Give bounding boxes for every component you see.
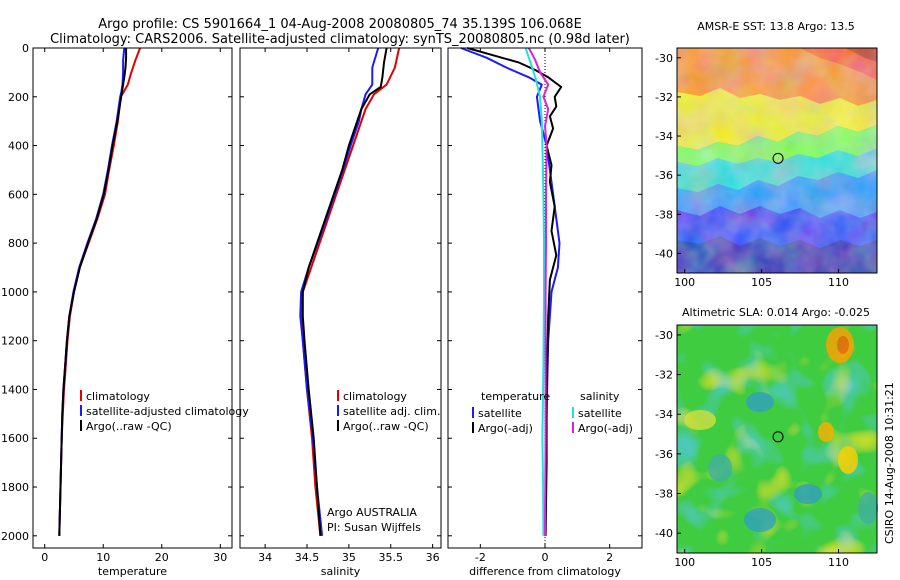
temperature-ytick-label: 800 <box>8 237 29 250</box>
sla-map-panel: Altimetric SLA: 0.014 Argo: -0.025 100 10… <box>655 306 878 569</box>
salinity-legend-label: satellite adj. clim. <box>343 405 440 418</box>
sla_map-xtick-label: 110 <box>828 556 849 569</box>
temperature-ytick-label: 200 <box>8 91 29 104</box>
sla_map-ytick-label: -32 <box>655 369 673 382</box>
salinity-plot-frame <box>239 47 442 549</box>
sst-map-panel: AMSR-E SST: 13.8 Argo: 13.5 100 105 110 -30… <box>655 20 878 289</box>
salinity-series-2 <box>301 47 388 536</box>
difference-legend-label: Argo(-adj) <box>478 422 533 435</box>
sst_map-ytick-label: -36 <box>655 169 673 182</box>
difference-legend-header-salinity: salinity <box>580 390 620 403</box>
temperature-plot-frame <box>32 47 233 549</box>
difference-xtick-label: 2 <box>606 551 613 564</box>
sla-map-image <box>677 325 877 553</box>
sla_map-ytick-label: -36 <box>655 448 673 461</box>
salinity-xtick-label: 35 <box>342 551 356 564</box>
sst_map-xtick-label: 110 <box>828 276 849 289</box>
difference-series-2 <box>524 47 545 536</box>
difference-xtick-label: -2 <box>475 551 486 564</box>
salinity-xlabel: salinity <box>321 565 361 578</box>
sst_map-ytick-label: -32 <box>655 91 673 104</box>
sst-map-title: AMSR-E SST: 13.8 Argo: 13.5 <box>697 20 855 33</box>
temperature-legend-label: Argo(..raw -QC) <box>86 420 172 433</box>
figure-title-line2: Climatology: CARS2006. Satellite-adjuste… <box>50 32 630 47</box>
sla_map-xtick-label: 105 <box>751 556 772 569</box>
temperature-series-0 <box>58 47 142 536</box>
temperature-ytick-label: 1600 <box>1 432 29 445</box>
figure-title-line1: Argo profile: CS 5901664_1 04-Aug-2008 2… <box>98 17 582 32</box>
sla_map-ytick-label: -38 <box>655 488 673 501</box>
difference-series-3 <box>527 47 550 536</box>
sla_map-xtick-label: 100 <box>674 556 695 569</box>
sla_map-ytick-label: -34 <box>655 408 673 421</box>
difference-legend-label: satellite <box>478 407 522 420</box>
salinity-legend-label: Argo(..raw -QC) <box>343 420 429 433</box>
temperature-series-1 <box>58 47 126 536</box>
salinity-xtick-label: 34.5 <box>295 551 320 564</box>
difference-xlabel: difference from climatology <box>469 565 621 578</box>
temperature-ytick-label: 600 <box>8 188 29 201</box>
temperature-legend-label: satellite-adjusted climatology <box>86 405 249 418</box>
salinity-xtick-label: 35.5 <box>379 551 404 564</box>
sst_map-ytick-label: -38 <box>655 208 673 221</box>
temperature-series-2 <box>58 48 128 536</box>
difference-legend-header-temperature: temperature <box>481 390 550 403</box>
sst_map-ytick-label: -40 <box>655 247 673 260</box>
difference-xtick-label: 0 <box>542 551 549 564</box>
sst_map-ytick-label: -30 <box>655 52 673 65</box>
sst_map-xtick-label: 105 <box>751 276 772 289</box>
temperature-ytick-label: 1000 <box>1 286 29 299</box>
salinity-xtick-label: 34 <box>258 551 272 564</box>
temperature-xtick-label: 30 <box>213 551 227 564</box>
salinity-series-1 <box>299 47 380 536</box>
salinity-xtick-label: 36 <box>426 551 440 564</box>
sst_map-xtick-label: 100 <box>674 276 695 289</box>
salinity-legend-label: climatology <box>343 390 407 403</box>
credit-line2: PI: Susan Wijffels <box>327 521 421 534</box>
temperature-xtick-label: 0 <box>41 551 48 564</box>
temperature-panel: 0 10 20 30 temperature 0 200 400 600 800 1000 1200 1… <box>1 42 249 578</box>
sla-map-features <box>684 327 878 532</box>
sst-map-image <box>677 48 877 273</box>
difference-series-1 <box>467 47 563 536</box>
temperature-ytick-label: 0 <box>22 42 29 55</box>
sla-map-title: Altimetric SLA: 0.014 Argo: -0.025 <box>682 306 870 319</box>
difference-legend-label: Argo(-adj) <box>578 422 633 435</box>
credit-line1: Argo AUSTRALIA <box>327 506 417 519</box>
salinity-panel: 34 34.5 35 35.5 36 salinity climatology satelli… <box>239 47 442 578</box>
temperature-xtick-label: 10 <box>96 551 110 564</box>
sst_map-argo-location-marker <box>772 152 784 164</box>
temperature-ytick-label: 1400 <box>1 383 29 396</box>
side-timestamp: CSIRO 14-Aug-2008 10:31:21 <box>883 382 896 544</box>
temperature-legend-label: climatology <box>86 390 150 403</box>
temperature-xtick-label: 20 <box>155 551 169 564</box>
temperature-ytick-label: 400 <box>8 140 29 153</box>
temperature-ytick-label: 2000 <box>1 530 29 543</box>
sla_map-ytick-label: -30 <box>655 329 673 342</box>
temperature-ytick-label: 1200 <box>1 335 29 348</box>
difference-legend-label: satellite <box>578 407 622 420</box>
sla_map-ytick-label: -40 <box>655 527 673 540</box>
sst_map-ytick-label: -34 <box>655 130 673 143</box>
temperature-ytick-label: 1800 <box>1 481 29 494</box>
sla_map-argo-location-marker <box>772 431 784 443</box>
temperature-xlabel: temperature <box>98 565 167 578</box>
